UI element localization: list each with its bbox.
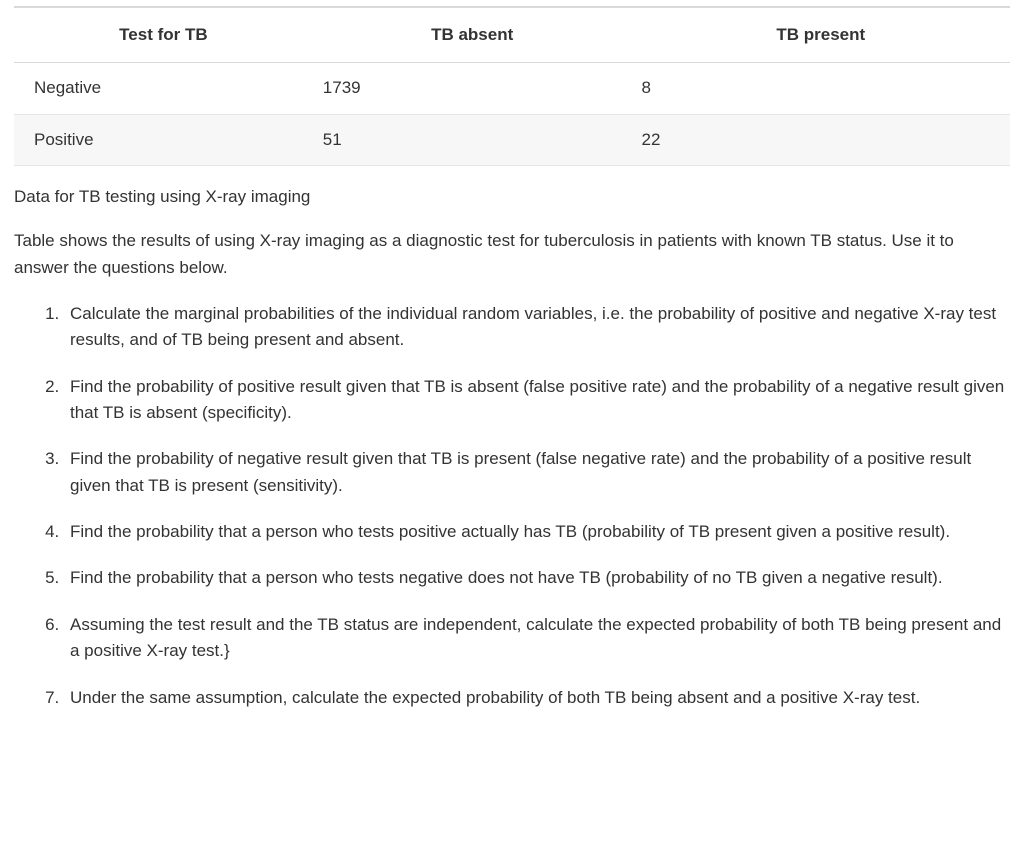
tb-data-table: Test for TB TB absent TB present Negativ…	[14, 6, 1010, 166]
question-item: Find the probability of positive result …	[64, 374, 1010, 427]
table-row: Negative 1739 8	[14, 63, 1010, 114]
question-item: Find the probability of negative result …	[64, 446, 1010, 499]
question-item: Assuming the test result and the TB stat…	[64, 612, 1010, 665]
table-cell: Positive	[14, 114, 313, 165]
table-header-row: Test for TB TB absent TB present	[14, 7, 1010, 63]
question-item: Under the same assumption, calculate the…	[64, 685, 1010, 711]
question-list: Calculate the marginal probabilities of …	[14, 301, 1010, 711]
table-cell: Negative	[14, 63, 313, 114]
table-caption: Data for TB testing using X-ray imaging	[14, 184, 1010, 210]
question-item: Find the probability that a person who t…	[64, 565, 1010, 591]
question-item: Calculate the marginal probabilities of …	[64, 301, 1010, 354]
table-header-present: TB present	[632, 7, 1010, 63]
question-item: Find the probability that a person who t…	[64, 519, 1010, 545]
table-cell: 8	[632, 63, 1010, 114]
table-header-absent: TB absent	[313, 7, 632, 63]
table-cell: 51	[313, 114, 632, 165]
table-description: Table shows the results of using X-ray i…	[14, 228, 1010, 281]
table-cell: 22	[632, 114, 1010, 165]
table-row: Positive 51 22	[14, 114, 1010, 165]
table-cell: 1739	[313, 63, 632, 114]
table-header-test: Test for TB	[14, 7, 313, 63]
